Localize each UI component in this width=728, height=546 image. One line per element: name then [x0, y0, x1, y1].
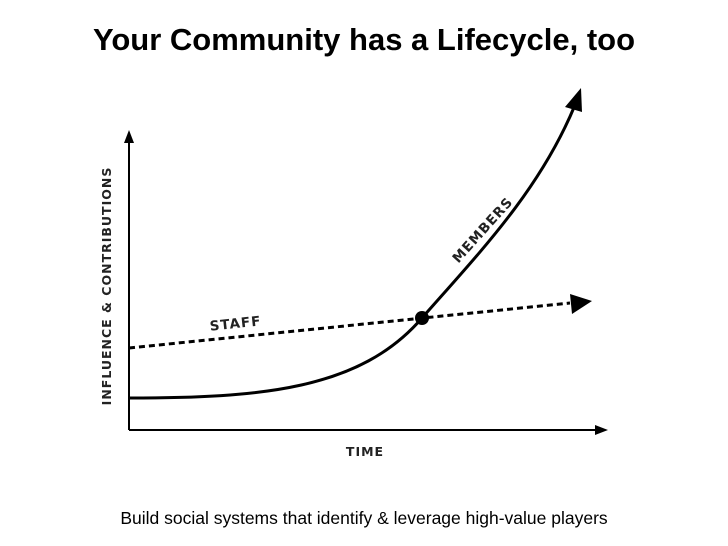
members-arrowhead [565, 88, 582, 112]
members-curve [128, 104, 577, 400]
y-axis-arrowhead [124, 130, 134, 143]
staff-series [128, 294, 592, 350]
slide-caption: Build social systems that identify & lev… [120, 508, 608, 528]
x-axis-arrowhead [595, 425, 608, 435]
intersection-point [415, 311, 429, 325]
members-label: MEMBERS [449, 194, 516, 266]
x-axis-label: TIME [346, 444, 384, 459]
staff-arrowhead [570, 294, 592, 314]
members-series [128, 88, 582, 400]
slide-title: Your Community has a Lifecycle, too [92, 22, 636, 57]
y-axis-label: INFLUENCE & CONTRIBUTIONS [99, 167, 114, 406]
y-axis [124, 130, 134, 430]
x-axis [129, 425, 608, 435]
staff-line [128, 301, 571, 350]
staff-label: STAFF [209, 313, 262, 334]
